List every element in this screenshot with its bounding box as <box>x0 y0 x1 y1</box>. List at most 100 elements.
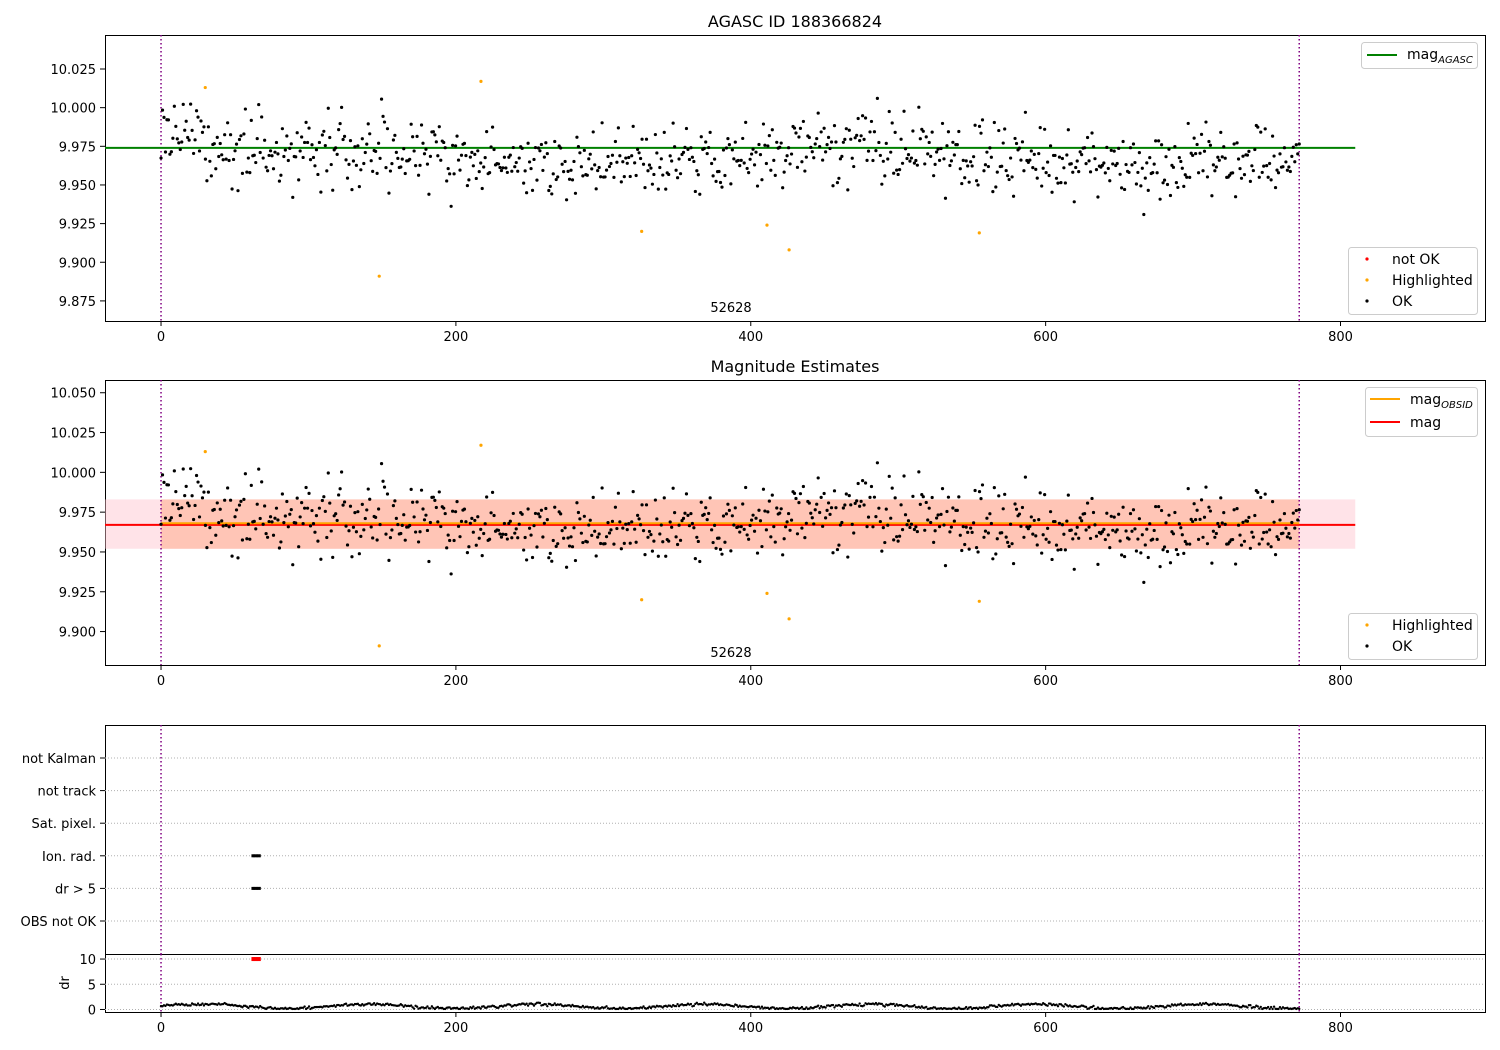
data-point <box>187 504 191 508</box>
data-point <box>295 131 299 135</box>
data-point <box>233 149 237 153</box>
data-point <box>203 450 207 454</box>
data-point <box>687 157 692 162</box>
data-point <box>755 184 760 188</box>
data-point <box>472 1005 475 1008</box>
data-point <box>906 153 911 157</box>
data-point <box>223 498 227 502</box>
data-point <box>986 531 991 535</box>
data-point <box>489 145 493 149</box>
data-point <box>751 513 755 517</box>
data-point <box>1282 511 1287 516</box>
data-point <box>1278 152 1282 156</box>
data-point <box>479 161 483 165</box>
data-point <box>1040 184 1044 188</box>
data-point <box>341 503 345 507</box>
data-point <box>800 160 804 164</box>
data-point <box>307 1005 311 1008</box>
data-point <box>702 146 706 151</box>
data-point <box>162 480 166 484</box>
data-point <box>594 554 598 558</box>
data-point <box>233 515 237 519</box>
data-point <box>638 156 643 161</box>
data-point <box>1280 1007 1283 1011</box>
data-point <box>1198 517 1202 521</box>
data-point <box>659 157 663 161</box>
data-point <box>1173 145 1177 149</box>
data-point <box>304 120 308 124</box>
data-point <box>977 231 981 235</box>
data-point <box>1065 153 1069 157</box>
data-point <box>1152 162 1156 166</box>
data-point <box>196 1002 200 1005</box>
data-point <box>1235 507 1239 511</box>
data-point <box>1268 528 1272 532</box>
data-point <box>957 129 961 134</box>
data-point <box>831 184 835 188</box>
data-point <box>692 526 696 530</box>
flag-row-label: not Kalman <box>22 752 96 767</box>
data-point <box>178 513 182 518</box>
data-point <box>215 501 219 505</box>
data-point <box>643 553 647 557</box>
data-point <box>344 158 348 162</box>
data-point <box>1066 493 1070 497</box>
data-point <box>1040 551 1044 555</box>
data-point <box>319 190 323 194</box>
data-point <box>707 511 711 516</box>
data-point <box>884 507 888 511</box>
data-point <box>921 129 925 133</box>
data-point <box>782 170 786 174</box>
data-point <box>203 523 208 527</box>
data-point <box>189 1004 192 1007</box>
data-point <box>1199 498 1204 502</box>
data-point <box>747 537 751 541</box>
data-point <box>619 180 623 184</box>
data-point <box>1063 181 1067 185</box>
data-point <box>1183 539 1187 544</box>
data-point <box>918 502 922 506</box>
data-point <box>508 153 512 157</box>
data-point <box>627 522 631 526</box>
data-point <box>1251 168 1255 173</box>
data-point <box>630 520 634 524</box>
data-point <box>255 136 259 141</box>
data-point <box>452 172 456 176</box>
data-point <box>902 474 906 478</box>
data-point <box>431 495 435 499</box>
data-point <box>698 559 702 564</box>
data-point <box>966 530 970 534</box>
data-point <box>523 535 527 540</box>
data-point <box>607 531 612 535</box>
data-point <box>884 141 888 145</box>
data-point <box>863 116 868 120</box>
data-point <box>1179 159 1183 164</box>
data-point <box>1251 535 1255 539</box>
data-point <box>902 109 906 113</box>
data-point <box>866 515 871 519</box>
data-point <box>821 158 825 162</box>
data-point <box>563 159 567 164</box>
x-tick-label: 600 <box>1033 674 1058 689</box>
data-point <box>526 141 530 145</box>
flag-row-label: dr > 5 <box>55 882 96 897</box>
data-point <box>1044 537 1048 541</box>
data-point <box>945 144 949 148</box>
data-point <box>1032 518 1036 523</box>
data-point <box>761 122 766 126</box>
data-point <box>409 122 413 126</box>
data-point <box>640 598 644 602</box>
data-point <box>209 540 213 545</box>
data-point <box>606 154 610 159</box>
data-point <box>1017 146 1022 150</box>
data-point <box>1102 161 1106 165</box>
data-point <box>1260 170 1264 175</box>
data-point <box>390 162 394 166</box>
data-point <box>1208 509 1213 513</box>
data-point <box>337 493 341 497</box>
data-point <box>689 1002 693 1006</box>
data-point <box>732 523 736 527</box>
data-point <box>425 528 430 533</box>
data-point <box>1233 562 1238 566</box>
data-point <box>356 144 360 148</box>
